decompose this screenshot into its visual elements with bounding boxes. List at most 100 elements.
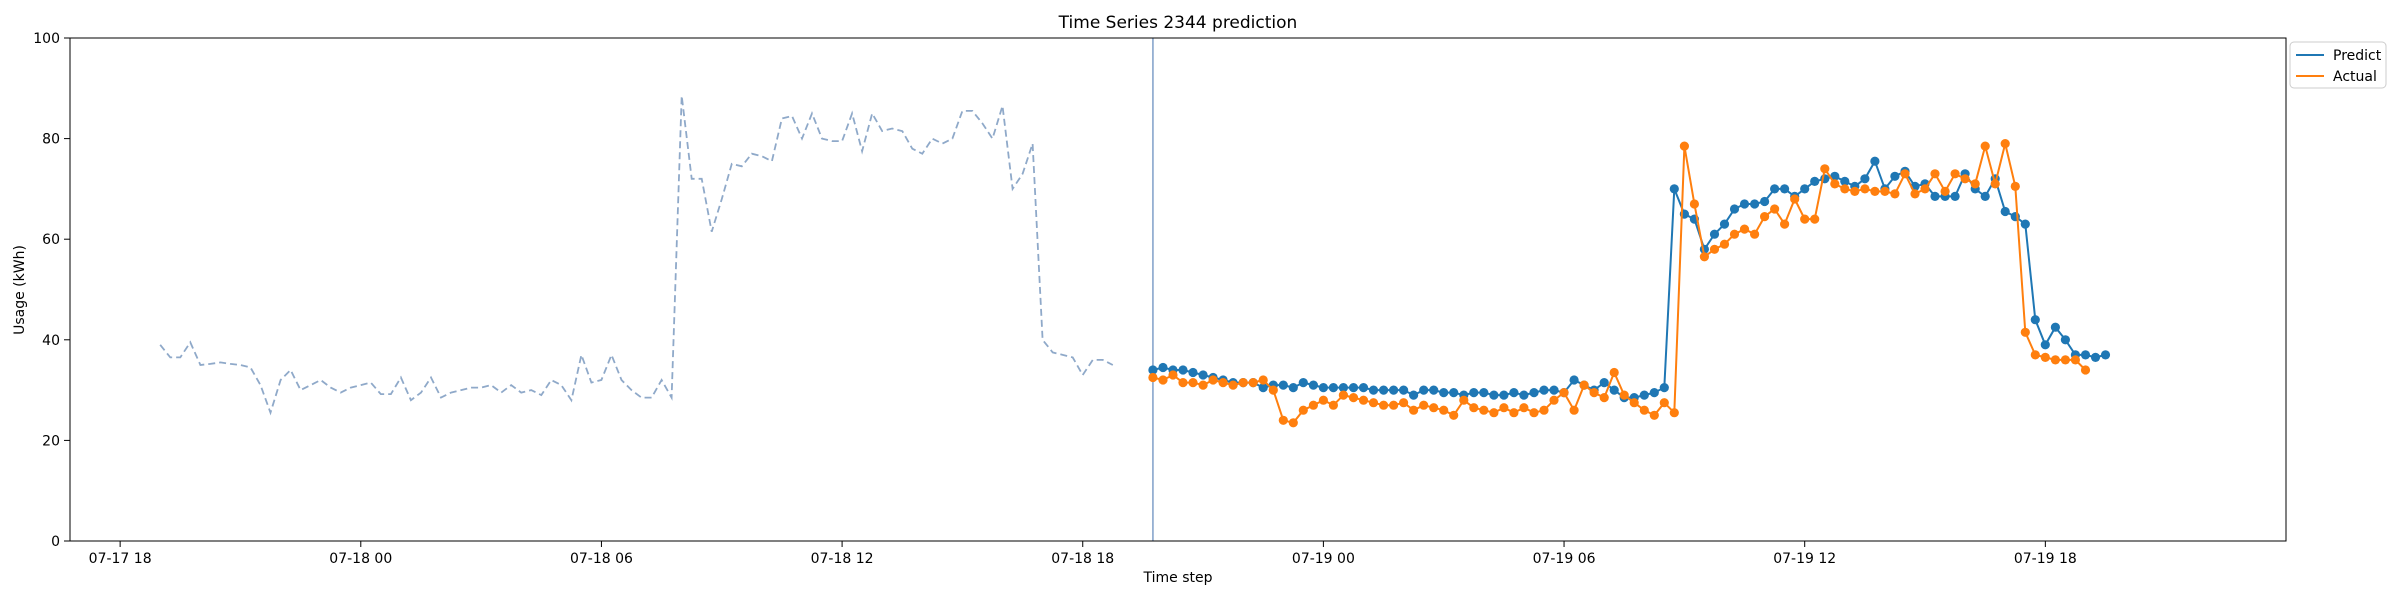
data-point-predict (2080, 350, 2091, 360)
data-point-predict (1729, 204, 1740, 214)
data-point-actual (1850, 186, 1860, 196)
data-point-predict (2090, 352, 2101, 362)
y-tick-label: 60 (42, 232, 60, 248)
legend-label-predict: Predict (2333, 48, 2382, 64)
data-point-actual (1338, 390, 1348, 400)
data-point-actual (1298, 405, 1308, 415)
data-point-actual (1950, 169, 1960, 179)
x-tick-label: 07-19 00 (1292, 551, 1355, 567)
data-point-actual (1920, 184, 1930, 194)
data-point-actual (1158, 375, 1168, 385)
data-point-actual (1569, 405, 1579, 415)
data-point-actual (1198, 380, 1208, 390)
x-axis-label: Time step (1143, 570, 1213, 586)
data-point-actual (2080, 365, 2091, 375)
data-point-actual (1679, 141, 1689, 151)
data-point-predict (1158, 362, 1168, 373)
data-point-actual (1579, 380, 1589, 390)
data-point-predict (1178, 365, 1188, 375)
data-point-actual (1399, 398, 1409, 408)
data-point-predict (2000, 206, 2010, 217)
prediction-series (1148, 139, 2111, 428)
data-point-predict (1930, 191, 1940, 201)
data-point-predict (1409, 390, 1419, 400)
legend-label-actual: Actual (2333, 69, 2377, 85)
data-point-predict (1338, 383, 1348, 393)
data-point-actual (1519, 403, 1529, 413)
data-point-actual (1750, 229, 1760, 239)
data-point-predict (2030, 315, 2040, 325)
data-point-actual (1830, 179, 1840, 189)
data-point-actual (1930, 169, 1940, 179)
data-point-predict (1830, 171, 1840, 181)
legend: Predict Actual (2289, 41, 2387, 89)
data-point-actual (1770, 204, 1780, 214)
data-point-predict (1258, 383, 1268, 393)
data-point-predict (1739, 199, 1750, 209)
x-tick-label: 07-17 18 (89, 551, 152, 567)
data-point-actual (1780, 219, 1790, 229)
data-point-actual (1709, 244, 1720, 254)
data-point-actual (1208, 375, 1218, 385)
data-point-actual (1419, 400, 1429, 410)
data-point-actual (1649, 410, 1659, 420)
data-point-predict (1649, 388, 1659, 398)
data-point-actual (1820, 164, 1830, 174)
data-point-predict (1639, 390, 1649, 400)
data-point-actual (1429, 403, 1439, 413)
data-point-actual (1699, 252, 1709, 262)
data-point-actual (1609, 367, 1619, 378)
data-point-actual (1218, 378, 1228, 388)
data-point-predict (1599, 378, 1609, 388)
data-point-actual (1509, 408, 1519, 418)
data-point-predict (1328, 383, 1338, 393)
data-point-predict (1840, 176, 1850, 186)
y-axis-label: Usage (kWh) (12, 245, 28, 335)
data-point-actual (1970, 179, 1980, 189)
data-point-actual (1489, 408, 1499, 418)
y-tick-label: 80 (42, 132, 60, 148)
data-point-actual (1870, 186, 1880, 196)
data-point-actual (1409, 405, 1419, 415)
data-point-actual (1669, 408, 1679, 418)
data-point-predict (2100, 350, 2111, 360)
data-point-predict (1358, 383, 1369, 393)
data-point-predict (1760, 196, 1770, 207)
data-point-predict (1719, 219, 1730, 229)
data-point-actual (1459, 395, 1469, 405)
data-point-actual (1499, 403, 1509, 413)
data-point-actual (1619, 390, 1629, 400)
data-point-actual (1639, 405, 1649, 415)
data-point-actual (1900, 169, 1910, 179)
data-point-actual (2030, 350, 2040, 360)
data-point-actual (1840, 184, 1850, 194)
data-point-actual (1589, 388, 1599, 398)
data-point-predict (1419, 385, 1429, 395)
data-point-predict (1870, 156, 1880, 166)
data-point-predict (1308, 380, 1318, 390)
data-point-actual (1328, 400, 1338, 410)
data-point-predict (1499, 390, 1509, 400)
data-point-actual (1890, 189, 1900, 199)
data-point-predict (1519, 390, 1529, 400)
chart-title: Time Series 2344 prediction (1058, 13, 1298, 33)
data-point-actual (1469, 403, 1479, 413)
data-point-actual (1659, 398, 1669, 408)
data-point-actual (1439, 405, 1449, 415)
data-point-actual (1529, 408, 1539, 418)
data-point-actual (2060, 355, 2070, 365)
data-point-predict (1298, 378, 1308, 388)
data-point-predict (1148, 365, 1158, 375)
data-point-actual (1228, 380, 1238, 390)
data-point-actual (2000, 139, 2010, 149)
data-point-predict (1800, 184, 1810, 194)
data-point-actual (1238, 378, 1248, 388)
data-point-predict (1780, 184, 1790, 194)
data-point-actual (1178, 378, 1188, 388)
data-point-actual (1880, 186, 1890, 196)
data-point-actual (1599, 393, 1609, 403)
data-point-actual (2040, 352, 2050, 362)
data-point-actual (1248, 378, 1258, 388)
